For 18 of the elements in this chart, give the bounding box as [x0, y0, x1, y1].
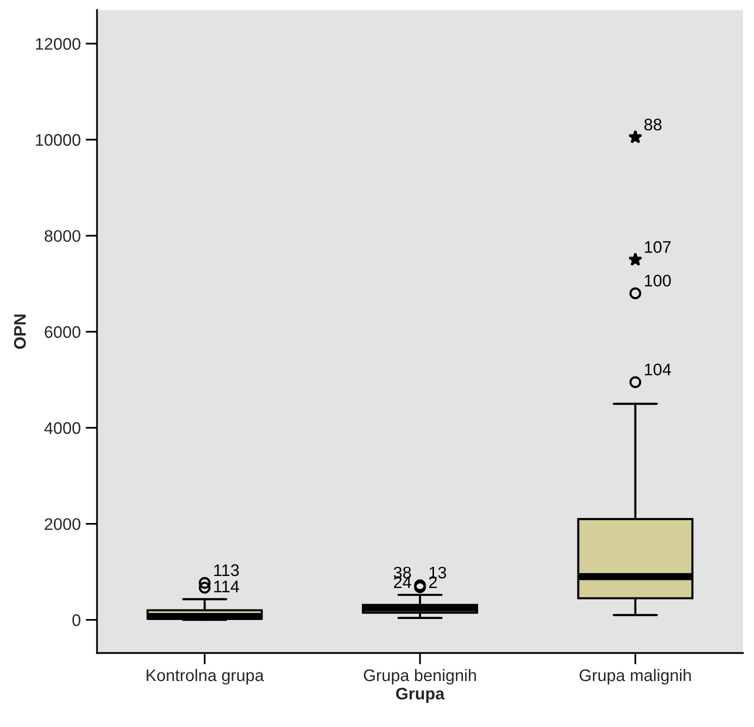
- y-tick-label: 6000: [44, 326, 80, 338]
- annotation: 104: [644, 364, 671, 376]
- y-tick-label: 0: [72, 614, 80, 626]
- y-tick-label: 8000: [44, 230, 80, 242]
- annotation: 114: [214, 580, 240, 592]
- x-tick-label: Grupa benignih: [364, 668, 476, 685]
- y-tick-label: 10000: [36, 134, 80, 146]
- y-axis-title: OPN: [14, 314, 26, 349]
- y-tick-label: 2000: [44, 518, 80, 530]
- y-tick-label: 4000: [44, 422, 80, 434]
- annotation: 100: [644, 274, 671, 287]
- annotation: 113: [214, 564, 239, 576]
- x-tick-label: Kontrolna grupa: [146, 668, 264, 685]
- annotation: 107: [644, 241, 671, 253]
- x-axis-title: Grupa: [396, 688, 445, 703]
- annotation: 88: [644, 118, 662, 130]
- y-tick-label: 12000: [36, 38, 80, 50]
- x-tick-label: Grupa malignih: [580, 668, 691, 685]
